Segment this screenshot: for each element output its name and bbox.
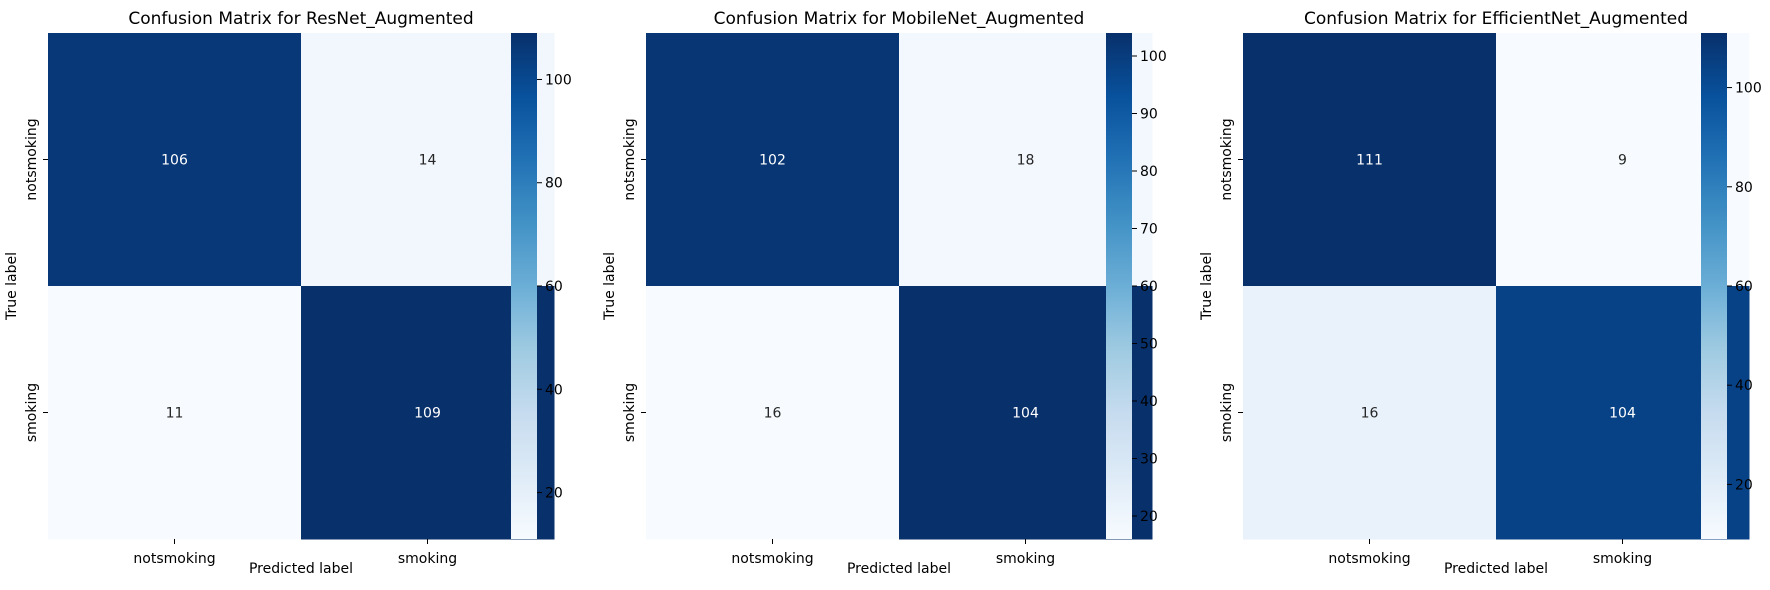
x-tick-label: smoking [996, 551, 1055, 567]
cell-value-label: 18 [1017, 153, 1035, 169]
heatmap-cell [646, 286, 900, 540]
x-axis-label: Predicted label [249, 561, 353, 577]
colorbar-tick-label: 70 [1140, 222, 1158, 238]
colorbar-tick-label: 80 [1735, 180, 1753, 196]
confusion-matrix-panel-1: Confusion Matrix for ResNet_Augmented 106… [4, 9, 572, 577]
y-axis-label: True label [1199, 252, 1215, 321]
colorbar-tick-label: 20 [1735, 477, 1753, 493]
colorbar [1106, 33, 1132, 539]
cell-value-label: 9 [1618, 153, 1627, 169]
cell-value-label: 102 [759, 153, 786, 169]
x-tick-label: smoking [398, 551, 457, 567]
colorbar-tick-label: 20 [1140, 509, 1158, 525]
y-tick-label: notsmoking [24, 118, 40, 200]
y-tick-label: smoking [622, 383, 638, 442]
colorbar-tick-label: 60 [1140, 279, 1158, 295]
colorbar-tick-label: 80 [545, 176, 563, 192]
heatmap-cell [48, 33, 302, 287]
cell-value-label: 104 [1609, 406, 1636, 422]
colorbar-tick-label: 30 [1140, 452, 1158, 468]
heatmap-cell [646, 33, 900, 287]
colorbar [1701, 33, 1727, 539]
heatmap-cell [1243, 33, 1497, 287]
y-tick-label: notsmoking [1219, 118, 1235, 200]
x-tick-label: notsmoking [133, 551, 215, 567]
chart-title: Confusion Matrix for MobileNet_Augmented [714, 9, 1085, 29]
confusion-matrix-panel-2: Confusion Matrix for MobileNet_Augmented… [602, 9, 1167, 577]
cell-value-label: 14 [419, 153, 437, 169]
colorbar-tick-label: 100 [545, 72, 572, 88]
heatmap-cell [1243, 286, 1497, 540]
colorbar-tick-label: 60 [1735, 279, 1753, 295]
cell-value-label: 16 [764, 406, 782, 422]
colorbar-tick-label: 40 [1140, 394, 1158, 410]
chart-title: Confusion Matrix for ResNet_Augmented [128, 9, 473, 29]
x-tick-label: notsmoking [731, 551, 813, 567]
colorbar-tick-label: 20 [545, 486, 563, 502]
cell-value-label: 104 [1012, 406, 1039, 422]
cell-value-label: 106 [161, 153, 188, 169]
colorbar-tick-label: 50 [1140, 337, 1158, 353]
cell-value-label: 109 [414, 406, 441, 422]
cell-value-label: 111 [1356, 153, 1383, 169]
cell-value-label: 16 [1361, 406, 1379, 422]
colorbar-tick-label: 80 [1140, 164, 1158, 180]
chart-title: Confusion Matrix for EfficientNet_Augmen… [1304, 9, 1688, 29]
colorbar-tick-label: 40 [1735, 378, 1753, 394]
x-axis-label: Predicted label [847, 561, 951, 577]
y-axis-label: True label [4, 252, 20, 321]
colorbar-tick-label: 60 [545, 279, 563, 295]
cell-value-label: 11 [166, 406, 184, 422]
y-tick-label: smoking [1219, 383, 1235, 442]
colorbar-tick-label: 90 [1140, 107, 1158, 123]
x-tick-label: smoking [1593, 551, 1652, 567]
x-tick-label: notsmoking [1328, 551, 1410, 567]
heatmap-cell [48, 286, 302, 540]
colorbar [511, 33, 537, 539]
y-axis-label: True label [602, 252, 618, 321]
colorbar-tick-label: 40 [545, 382, 563, 398]
y-tick-label: notsmoking [622, 118, 638, 200]
colorbar-tick-label: 100 [1735, 81, 1762, 97]
y-tick-label: smoking [24, 383, 40, 442]
x-axis-label: Predicted label [1444, 561, 1548, 577]
confusion-matrix-panel-3: Confusion Matrix for EfficientNet_Augmen… [1199, 9, 1762, 577]
colorbar-tick-label: 100 [1140, 49, 1167, 65]
